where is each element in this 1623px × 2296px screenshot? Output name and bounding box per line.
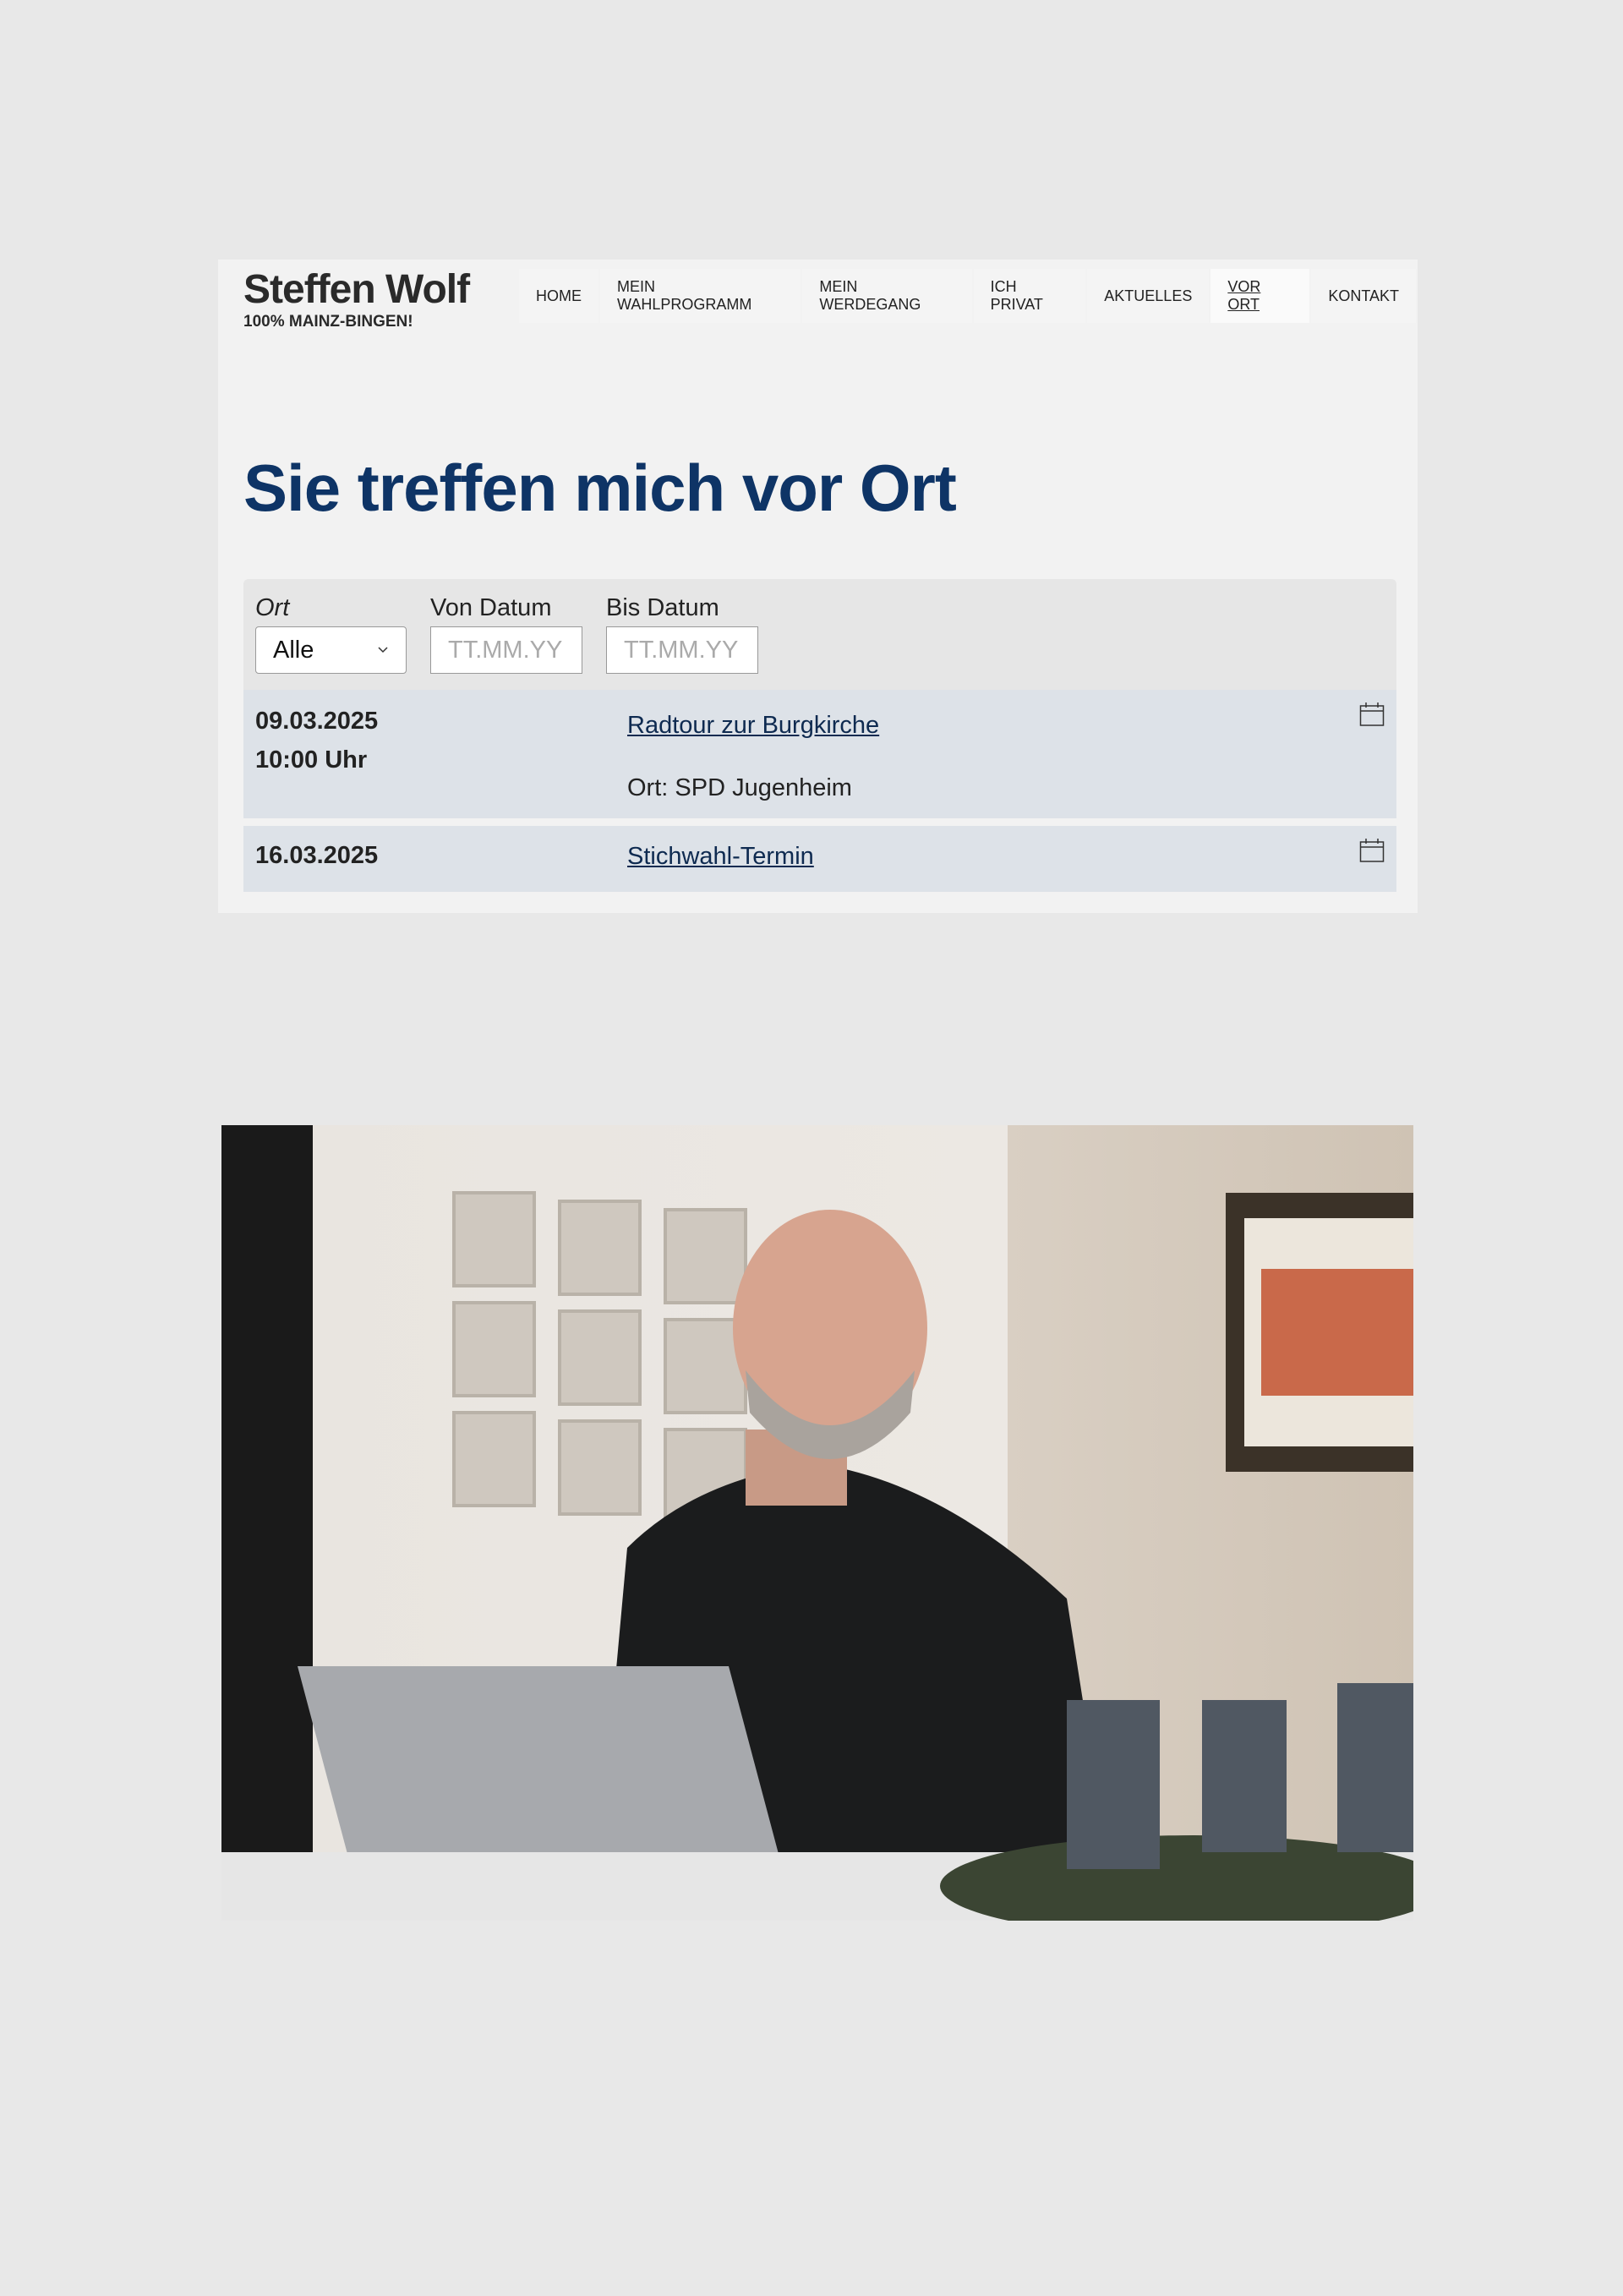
event-title-link[interactable]: Stichwahl-Termin xyxy=(627,843,814,870)
nav-wahlprogramm[interactable]: MEIN WAHLPROGRAMM xyxy=(600,269,801,323)
ort-label: Ort xyxy=(255,594,290,621)
event-filter: Ort Alle Von Datum TT.MM.YY Bis Datum TT… xyxy=(243,579,1396,690)
ort-value: Alle xyxy=(273,636,314,664)
nav-aktuelles[interactable]: AKTUELLES xyxy=(1087,269,1210,323)
nav-werdegang[interactable]: MEIN WERDEGANG xyxy=(802,269,972,323)
von-datum-input[interactable]: TT.MM.YY xyxy=(430,626,582,674)
site-logo[interactable]: Steffen Wolf 100% MAINZ-BINGEN! xyxy=(243,266,470,331)
von-label: Von Datum xyxy=(430,594,552,621)
event-date: 09.03.2025 xyxy=(255,708,379,735)
portrait-illustration xyxy=(221,1191,1413,1921)
nav-home[interactable]: HOME xyxy=(519,269,598,323)
event-date: 16.03.2025 xyxy=(255,842,379,869)
nav-privat[interactable]: ICH PRIVAT xyxy=(973,269,1086,323)
event-location: Ort: SPD Jugenheim xyxy=(627,774,852,801)
von-placeholder: TT.MM.YY xyxy=(448,636,563,664)
bis-label: Bis Datum xyxy=(606,594,719,621)
event-row: 09.03.2025 10:00 Uhr Radtour zur Burgkir… xyxy=(243,690,1396,818)
event-time: 10:00 Uhr xyxy=(255,746,368,774)
event-row: 16.03.2025 Stichwahl-Termin xyxy=(243,826,1396,892)
site-tagline: 100% MAINZ-BINGEN! xyxy=(243,313,413,331)
main-nav: HOME MEIN WAHLPROGRAMM MEIN WERDEGANG IC… xyxy=(519,269,1418,323)
nav-kontakt[interactable]: KONTAKT xyxy=(1311,269,1416,323)
site-name: Steffen Wolf xyxy=(243,267,470,312)
calendar-icon[interactable] xyxy=(1359,838,1385,863)
event-title-link[interactable]: Radtour zur Burgkirche xyxy=(627,712,880,739)
portrait-photo xyxy=(221,1125,1413,1921)
calendar-icon[interactable] xyxy=(1359,702,1385,727)
chevron-down-icon xyxy=(378,647,388,653)
bis-datum-input[interactable]: TT.MM.YY xyxy=(606,626,758,674)
page-title: Sie treffen mich vor Ort xyxy=(243,451,957,525)
main-card: Steffen Wolf 100% MAINZ-BINGEN! HOME MEI… xyxy=(218,260,1418,913)
ort-select[interactable]: Alle xyxy=(255,626,407,674)
nav-vor-ort[interactable]: VOR ORT xyxy=(1210,269,1310,323)
bis-placeholder: TT.MM.YY xyxy=(624,636,739,664)
